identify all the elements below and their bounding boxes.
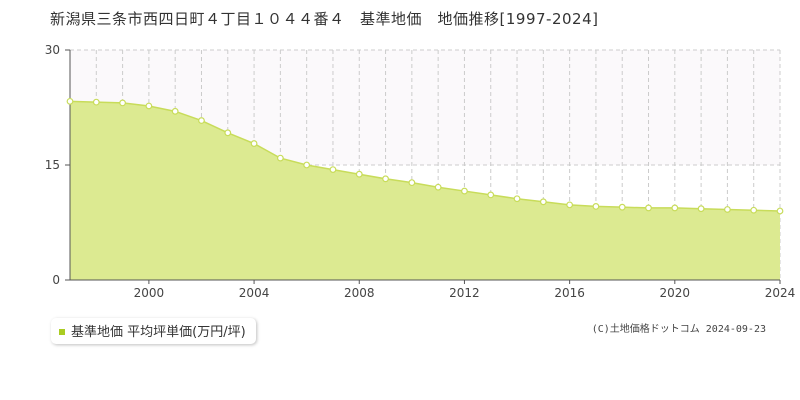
copyright-text: (C)土地価格ドットコム 2024-09-23 (591, 324, 766, 335)
data-point (566, 201, 574, 209)
x-tick-label: 2000 (134, 286, 165, 300)
x-tick-label: 2008 (344, 286, 375, 300)
data-point (592, 202, 600, 210)
data-point (276, 154, 284, 162)
data-point (408, 179, 416, 187)
chart-title: 新潟県三条市西四日町４丁目１０４４番４ 基準地価 地価推移[1997-2024] (50, 10, 599, 28)
x-tick-label: 2020 (660, 286, 691, 300)
data-point (303, 161, 311, 169)
y-tick-label: 30 (45, 43, 60, 57)
data-point (198, 117, 205, 124)
data-point (119, 99, 126, 107)
area-fill (70, 101, 780, 281)
data-point (92, 98, 100, 106)
data-point (671, 204, 679, 212)
data-point (645, 204, 652, 212)
data-markers (66, 97, 784, 215)
data-point (776, 207, 784, 215)
data-point (250, 140, 258, 147)
data-point (750, 206, 758, 214)
data-point (539, 198, 547, 206)
x-tick-label: 2012 (449, 286, 480, 300)
y-axis-ticks: 0 15 30 (45, 43, 60, 287)
x-tick-label: 2004 (239, 286, 270, 300)
y-tick-label: 0 (52, 273, 60, 287)
data-point (618, 203, 626, 211)
data-point (329, 166, 337, 174)
data-point (461, 187, 468, 195)
data-point (145, 102, 153, 110)
legend-label: 基準地価 平均坪単価(万円/坪) (71, 325, 246, 340)
data-point (66, 97, 74, 105)
legend: 基準地価 平均坪単価(万円/坪) (51, 318, 256, 344)
data-point (697, 205, 705, 213)
data-point (224, 129, 232, 137)
axes (65, 49, 781, 284)
data-point (724, 206, 731, 213)
y-tick-label: 15 (45, 158, 60, 172)
data-point (487, 191, 495, 199)
data-point (355, 170, 363, 178)
data-point (434, 183, 442, 191)
x-tick-label: 2016 (554, 286, 585, 300)
data-point (382, 175, 389, 183)
x-tick-label: 2024 (765, 286, 796, 300)
series-line (69, 100, 781, 212)
legend-marker-icon (59, 328, 65, 335)
data-point (513, 195, 521, 203)
x-axis-ticks: 2000 2004 2008 2012 2016 2020 2024 (134, 286, 796, 300)
data-point (171, 107, 179, 115)
